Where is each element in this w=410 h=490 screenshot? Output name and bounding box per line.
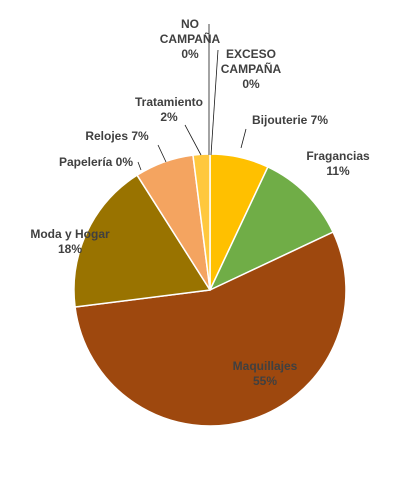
data-label-bijouterie: Bijouterie 7% — [252, 113, 328, 127]
pie-slice-maquillajes — [74, 231, 347, 427]
slice-labels: Bijouterie 7% Fragancias 11% Maquillajes 55%… — [30, 17, 370, 388]
leader-line-relojes — [157, 144, 167, 163]
data-label-moda-y-hogar: Moda y Hogar 18% — [30, 227, 110, 256]
leader-line-papeleria — [137, 161, 142, 171]
data-label-fragancias: Fragancias 11% — [306, 149, 370, 178]
data-label-relojes: Relojes 7% — [85, 129, 149, 143]
pie-slices — [73, 153, 347, 427]
data-label-no-campana: NO CAMPAÑA 0% — [160, 17, 221, 61]
leader-line-bijouterie — [240, 128, 247, 149]
leader-line-tratamiento — [184, 124, 202, 156]
data-label-maquillajes: Maquillajes 55% — [233, 359, 298, 388]
data-label-papeleria: Papelería 0% — [59, 155, 133, 169]
leader-lines — [137, 24, 247, 171]
leader-line-exceso-campana — [210, 49, 219, 156]
pie-slice-tratamiento — [192, 153, 211, 291]
pie-slice-fragancias — [208, 165, 335, 292]
data-label-tratamiento: Tratamiento 2% — [135, 95, 203, 124]
pie-slice-moda-y-hogar — [73, 174, 212, 308]
data-label-exceso-campana: EXCESO CAMPAÑA 0% — [221, 47, 282, 91]
